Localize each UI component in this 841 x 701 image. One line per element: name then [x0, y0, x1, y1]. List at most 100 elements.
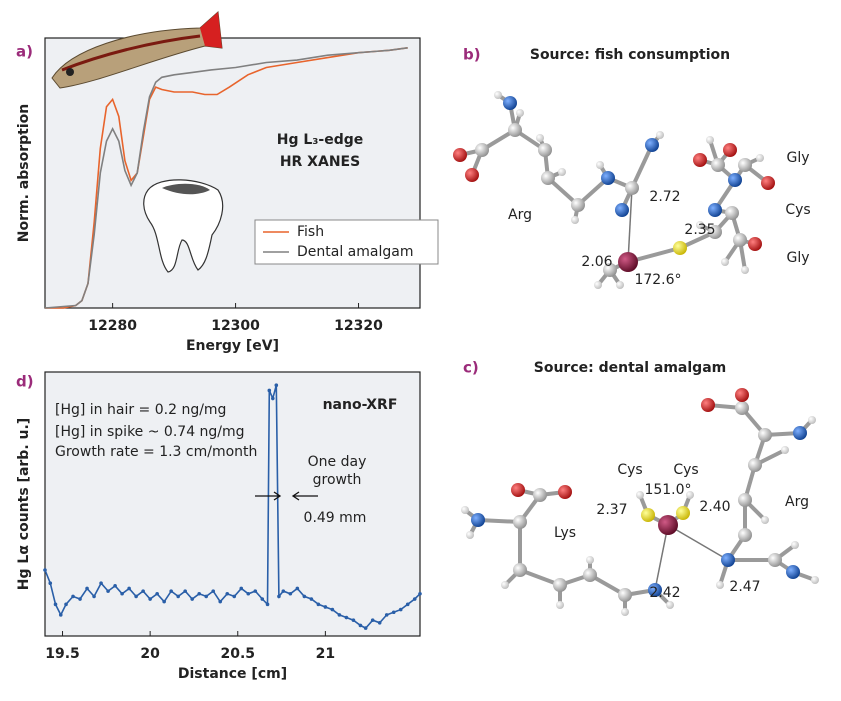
- atom: [553, 578, 567, 592]
- data-point: [211, 589, 216, 593]
- atom: [603, 263, 617, 277]
- data-point: [190, 597, 194, 601]
- annotation: growth: [313, 472, 362, 488]
- atom: [513, 563, 527, 577]
- bond: [477, 518, 521, 524]
- coordination-bond: [627, 187, 633, 263]
- data-point: [277, 594, 281, 599]
- data-point: [58, 613, 63, 617]
- data-point: [99, 581, 103, 585]
- atom: [696, 221, 704, 229]
- data-point: [183, 589, 187, 593]
- data-point: [155, 591, 159, 596]
- annotation: [Hg] in hair = 0.2 ng/mg: [55, 402, 226, 418]
- atom: [791, 541, 799, 549]
- molecule-label: 2.42: [649, 585, 680, 601]
- molecule: [453, 91, 775, 289]
- coordination-bond: [667, 524, 729, 561]
- data-point: [281, 589, 286, 593]
- molecule-label: Gly: [786, 150, 809, 166]
- atom: [538, 143, 552, 157]
- legend-box: [254, 219, 439, 265]
- data-point: [127, 586, 131, 591]
- data-point: [363, 626, 368, 630]
- molecule-label: 2.40: [699, 499, 730, 515]
- data-point: [309, 597, 314, 601]
- data-point: [330, 607, 335, 612]
- annotation: 0.49 mm: [304, 510, 367, 526]
- atom: [708, 225, 722, 239]
- atom: [516, 109, 524, 117]
- y-axis-label: Hg Lα counts [arb. u.]: [16, 418, 32, 590]
- atom: [786, 565, 800, 579]
- atom: [656, 131, 664, 139]
- atom: [781, 446, 789, 454]
- data-point: [391, 610, 396, 615]
- data-point: [78, 597, 82, 601]
- molecule-label: Arg: [785, 494, 809, 510]
- x-tick-label: 12300: [211, 318, 260, 334]
- molecule-label: 2.37: [596, 502, 627, 518]
- data-point: [120, 591, 124, 596]
- data-point: [53, 602, 58, 607]
- atom: [761, 176, 775, 190]
- data-point: [106, 589, 110, 593]
- panel-title: Source: fish consumption: [530, 47, 730, 63]
- data-point: [246, 591, 251, 596]
- atom: [711, 158, 725, 172]
- fish-stripe: [61, 34, 201, 72]
- annotation: nano-XRF: [323, 397, 398, 413]
- atom: [594, 281, 602, 289]
- atom: [735, 388, 749, 402]
- atom: [533, 488, 547, 502]
- atom: [725, 206, 739, 220]
- data-point: [405, 602, 410, 607]
- molecule-label: 2.72: [649, 189, 680, 205]
- data-point: [260, 597, 265, 601]
- data-point: [43, 568, 47, 572]
- atom: [761, 516, 769, 524]
- atom: [471, 513, 485, 527]
- data-point: [384, 613, 389, 617]
- data-point: [239, 586, 244, 591]
- atom: [618, 588, 632, 602]
- data-point: [71, 594, 75, 599]
- bond: [519, 568, 561, 587]
- atom: [693, 153, 707, 167]
- atom: [686, 491, 694, 499]
- annotation: Growth rate = 1.3 cm/month: [55, 444, 257, 460]
- atom: [738, 528, 752, 542]
- atom: [625, 181, 639, 195]
- panel-title: Source: dental amalgam: [534, 360, 726, 376]
- molecule-label: Cys: [785, 202, 810, 218]
- annotation: [Hg] in spike ~ 0.74 ng/mg: [55, 424, 245, 440]
- x-axis-label: Distance [cm]: [178, 666, 287, 682]
- atom: [616, 281, 624, 289]
- atom: [811, 576, 819, 584]
- atom: [701, 398, 715, 412]
- atom: [658, 515, 678, 535]
- atom: [453, 148, 467, 162]
- data-point: [274, 383, 279, 388]
- molecule-label: 151.0°: [644, 482, 691, 498]
- atom: [636, 491, 644, 499]
- atom: [756, 154, 764, 162]
- fish-eye: [66, 68, 74, 76]
- atom: [596, 161, 604, 169]
- atom: [758, 428, 772, 442]
- atom: [571, 216, 579, 224]
- data-point: [412, 597, 417, 601]
- atom: [641, 508, 655, 522]
- data-point: [288, 591, 293, 596]
- atom: [465, 168, 479, 182]
- data-point: [92, 594, 96, 599]
- molecule-label: 172.6°: [634, 272, 681, 288]
- atom: [738, 158, 752, 172]
- atom: [615, 203, 629, 217]
- data-point: [323, 605, 328, 609]
- data-point: [162, 599, 166, 604]
- data-point: [398, 607, 403, 612]
- panel-label: b): [463, 46, 481, 64]
- data-point: [176, 594, 180, 599]
